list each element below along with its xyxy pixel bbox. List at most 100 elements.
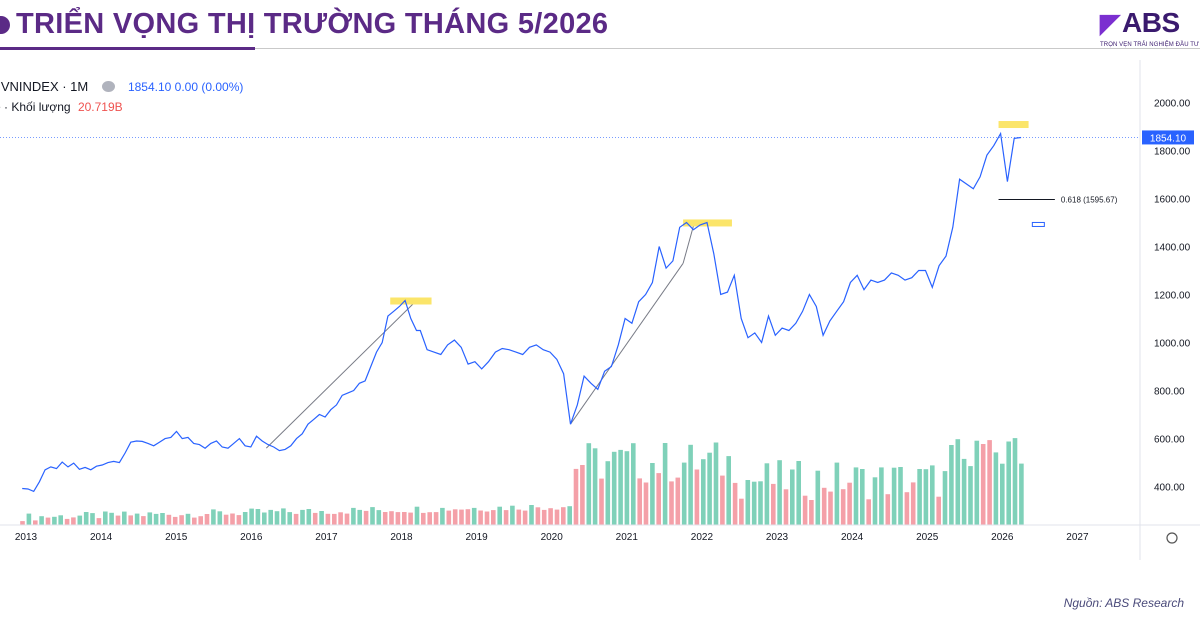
volume-bar (33, 520, 38, 525)
volume-bar (611, 451, 617, 525)
x-tick-label: 2022 (691, 532, 714, 543)
trendline-2020-2021[interactable] (570, 262, 684, 425)
y-tick-label: 600.00 (1154, 435, 1185, 446)
last-price-tag (1142, 130, 1194, 145)
source-note: Nguồn: ABS Research (1063, 596, 1184, 610)
settings-gear-icon[interactable] (1166, 532, 1178, 544)
x-tick-label: 2016 (240, 532, 263, 543)
x-tick-label: 2025 (916, 532, 939, 543)
volume-bar (389, 511, 394, 525)
volume-bar (255, 509, 261, 525)
vnindex-chart[interactable]: 0.618 (1595.67) 400.00 600.00 800.00 1000.0… (0, 60, 1200, 620)
x-tick-label: 2017 (315, 532, 338, 543)
trendlines: 0.618 (1595.67) (0, 137, 1140, 449)
volume-bar (790, 469, 795, 525)
fib-level-label: 0.618 (1595.67) (1061, 195, 1118, 204)
x-tick-label: 2020 (541, 532, 564, 543)
volume-bar (192, 517, 197, 525)
volume-bar (166, 514, 172, 525)
volume-bar (141, 516, 146, 525)
volume-bar (1012, 438, 1018, 525)
volume-value: 20.719B (77, 100, 123, 114)
title-underline (0, 47, 255, 50)
volume-bar (777, 460, 782, 525)
y-tick-label: 400.00 (1154, 483, 1185, 494)
price-line (22, 131, 1022, 493)
volume-bar (376, 510, 382, 525)
volume-label[interactable]: e · Khối lượng (0, 100, 71, 114)
volume-bar (643, 482, 649, 525)
volume-bar (58, 515, 63, 525)
volume-bar (223, 514, 229, 525)
abs-logo-tagline: TRỌN VẸN TRẢI NGHIỆM ĐẦU TƯ (1100, 42, 1200, 48)
x-tick-label: 2018 (390, 532, 413, 543)
volume-bar (548, 508, 553, 525)
volume-bar (1006, 441, 1011, 525)
volume-bar (898, 467, 903, 525)
volume-bar (764, 463, 770, 525)
volume-bar (262, 512, 267, 525)
y-tick-label: 1000.00 (1154, 339, 1191, 350)
volume-bar (325, 513, 331, 525)
volume-bar (122, 511, 127, 525)
volume-bar (771, 483, 776, 525)
volume-bar (83, 512, 89, 525)
volume-bar (77, 515, 83, 525)
title-bullet (0, 16, 10, 34)
last-price-label: 1854.10 (1150, 133, 1187, 144)
volume-bar (338, 512, 343, 525)
volume-bar (134, 513, 140, 525)
volume-bar (478, 510, 483, 525)
x-tick-label: 2023 (766, 532, 789, 543)
volume-bar (211, 509, 216, 525)
volume-bar (414, 506, 420, 525)
x-tick-label: 2013 (15, 532, 38, 543)
volume-bar (783, 489, 789, 525)
volume-bar (586, 443, 592, 525)
volume-bar (936, 496, 941, 525)
volume-bar (796, 461, 801, 525)
y-tick-label: 1200.00 (1154, 290, 1191, 301)
volume-bar (993, 452, 999, 525)
volume-bar (592, 448, 598, 525)
volume-bar (363, 510, 369, 525)
volume-bar (446, 510, 452, 525)
volume-bar (26, 513, 32, 525)
volume-bar (847, 482, 852, 525)
x-tick-label: 2015 (165, 532, 188, 543)
volume-bar (637, 478, 642, 525)
peak-highlight-2018 (390, 297, 432, 305)
volume-bar (204, 514, 210, 525)
volume-bar (52, 516, 57, 525)
volume-bar (955, 439, 961, 525)
volume-bar (522, 510, 528, 525)
y-tick-label: 2000.00 (1154, 98, 1191, 109)
volume-bar (720, 475, 725, 525)
volume-bar (433, 512, 439, 525)
volume-bar (624, 451, 630, 525)
volume-bar (236, 515, 242, 525)
volume-bar (217, 511, 223, 525)
volume-bar (160, 513, 165, 525)
y-tick-label: 1400.00 (1154, 242, 1191, 253)
volume-bar (650, 463, 655, 525)
volume-bar (408, 512, 413, 525)
marker-box[interactable] (1031, 221, 1045, 227)
volume-bar (567, 506, 572, 525)
trendline-2016-2018[interactable] (265, 300, 417, 449)
page-title: TRIỂN VỌNG THỊ TRƯỜNG THÁNG 5/2026 (16, 8, 609, 40)
volume-bar (758, 481, 763, 525)
volume-bar (828, 491, 833, 525)
volume-legend: e · Khối lượng 20.719B (0, 100, 123, 114)
volume-bar (885, 494, 891, 525)
volume-bar (662, 443, 668, 525)
volume-bar (949, 445, 954, 525)
visibility-toggle-icon[interactable] (101, 81, 115, 93)
volume-bar (344, 513, 350, 525)
header-divider (255, 48, 1200, 49)
symbol-name[interactable]: ố VNINDEX · 1M (0, 79, 89, 94)
volume-bar (103, 511, 108, 525)
volume-bar (242, 512, 248, 525)
volume-bar (554, 509, 560, 525)
volume-bar (306, 509, 312, 525)
